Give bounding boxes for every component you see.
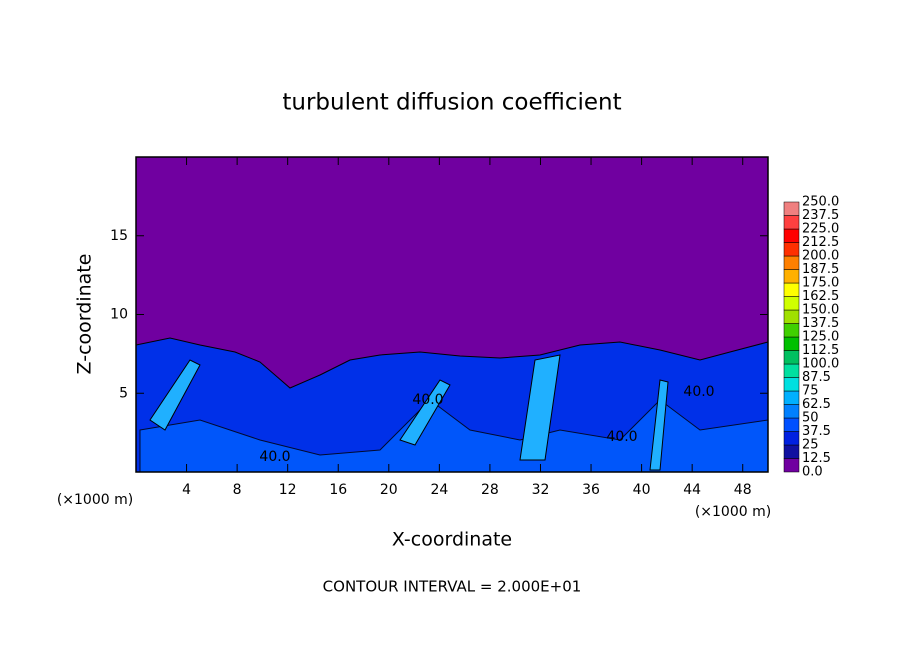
colorbar-band [783,215,800,230]
x-tick-label: 8 [233,482,242,498]
x-unit-label: (×1000 m) [695,504,771,520]
colorbar-band [783,377,800,392]
colorbar-label: 75 [802,384,819,399]
colorbar-label: 25 [802,438,819,453]
colorbar-label: 225.0 [802,222,839,237]
colorbar-band [783,336,800,351]
colorbar-band [783,363,800,378]
colorbar-band [783,228,800,243]
colorbar-band [783,417,800,432]
colorbar-label: 0.0 [802,465,823,480]
colorbar-label: 187.5 [802,262,839,277]
y-axis-label: Z-coordinate [74,254,96,375]
colorbar-label: 112.5 [802,343,839,358]
contour-label: 40.0 [259,449,290,465]
colorbar-label: 125.0 [802,330,839,345]
colorbar-label: 100.0 [802,357,839,372]
colorbar-label: 12.5 [802,451,831,466]
colorbar-label: 175.0 [802,276,839,291]
x-tick-label: 36 [582,482,600,498]
colorbar-band [783,431,800,446]
x-tick-label: 16 [329,482,347,498]
colorbar-band [783,458,800,473]
x-tick-label: 20 [380,482,398,498]
colorbar-label: 87.5 [802,370,831,385]
x-unit-label: (×1000 m) [57,492,133,508]
x-tick-label: 12 [279,482,297,498]
colorbar-band [783,323,800,338]
colorbar-label: 62.5 [802,397,831,412]
footnote: CONTOUR INTERVAL = 2.000E+01 [323,578,582,596]
chart-title: turbulent diffusion coefficient [282,90,621,116]
colorbar-label: 137.5 [802,316,839,331]
y-tick-label: 5 [119,385,128,401]
colorbar-band [783,309,800,324]
contour-label: 40.0 [412,392,443,408]
x-tick-label: 32 [532,482,550,498]
colorbar-band [783,201,800,216]
y-tick-label: 10 [110,307,128,323]
colorbar-label: 150.0 [802,303,839,318]
x-tick-label: 48 [734,482,752,498]
colorbar-band [783,242,800,257]
colorbar-label: 50 [802,411,819,426]
x-tick-label: 40 [633,482,651,498]
colorbar-band [783,269,800,284]
colorbar-label: 37.5 [802,424,831,439]
colorbar-label: 212.5 [802,235,839,250]
x-tick-label: 28 [481,482,499,498]
colorbar-band [783,282,800,297]
colorbar-band [783,255,800,270]
colorbar-band [783,296,800,311]
field [136,157,768,472]
colorbar-label: 200.0 [802,249,839,264]
colorbar-band [783,350,800,365]
colorbar-band [783,444,800,459]
contour-label: 40.0 [606,429,637,445]
colorbar-band [783,404,800,419]
colorbar-label: 250.0 [802,195,839,210]
x-tick-label: 44 [683,482,701,498]
y-tick-label: 15 [110,228,128,244]
x-axis-label: X-coordinate [392,529,512,551]
x-tick-label: 24 [430,482,448,498]
colorbar-band [783,390,800,405]
colorbar-label: 237.5 [802,208,839,223]
contour-label: 40.0 [683,384,714,400]
colorbar-label: 162.5 [802,289,839,304]
x-tick-label: 4 [182,482,191,498]
